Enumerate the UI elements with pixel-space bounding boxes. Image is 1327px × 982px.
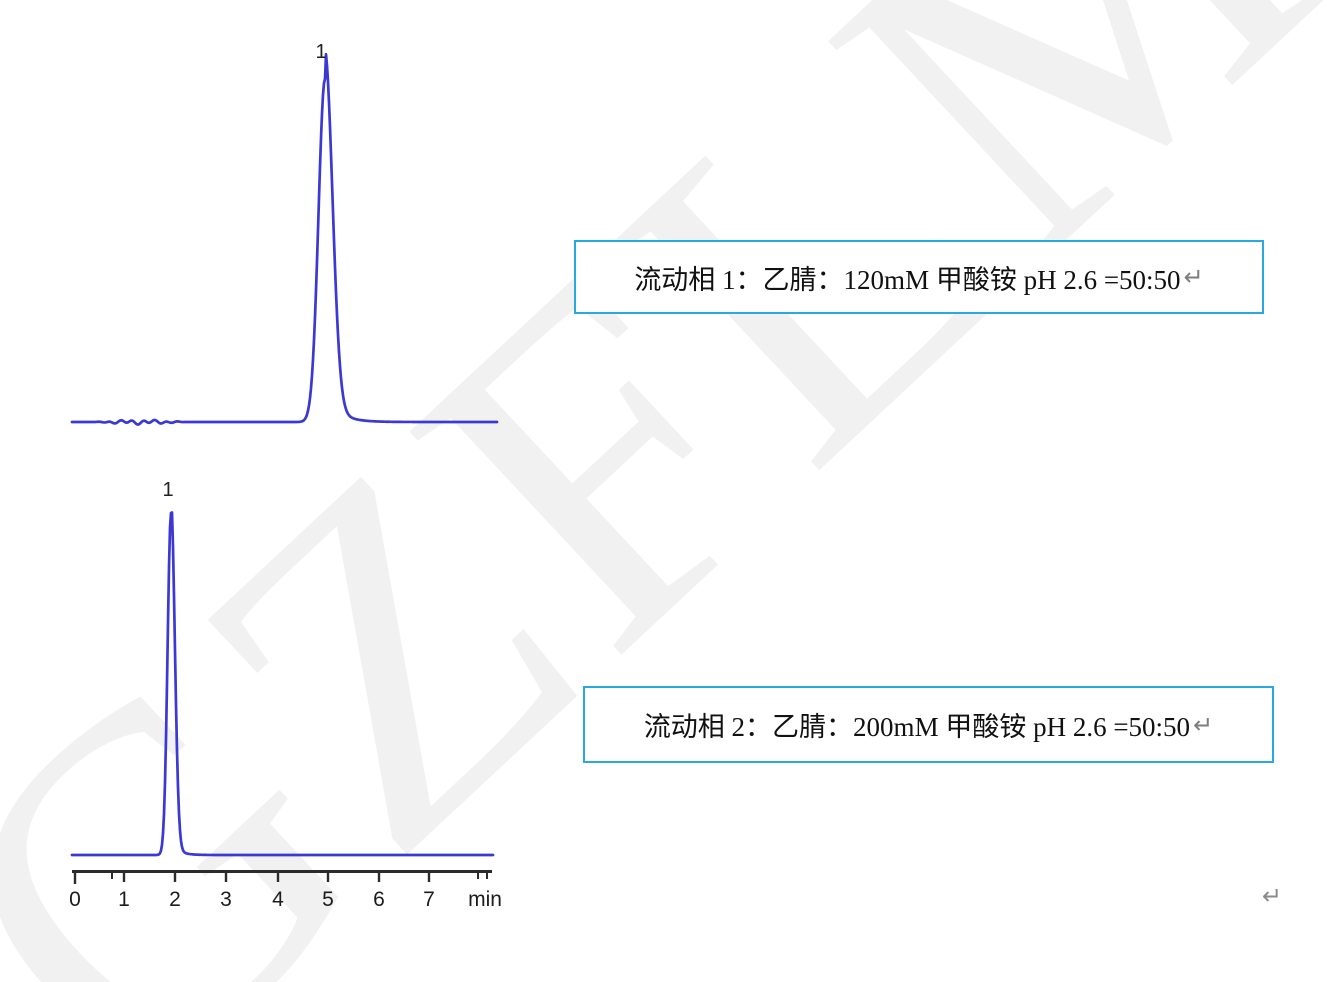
axis-tick bbox=[173, 873, 177, 882]
paragraph-return-icon: ↵ bbox=[1193, 710, 1214, 739]
axis-tick-label: 7 bbox=[423, 888, 435, 911]
axis-tick-label: 2 bbox=[169, 888, 181, 911]
mobile-phase-2-caption: 流动相 2：乙腈：200mM 甲酸铵 pH 2.6 =50:50 bbox=[643, 712, 1191, 742]
axis-minor-tick bbox=[486, 873, 488, 879]
axis-tick bbox=[224, 873, 228, 882]
axis-tick bbox=[377, 873, 381, 882]
axis-minor-tick bbox=[111, 873, 113, 879]
mobile-phase-1-caption-box: 流动相 1：乙腈：120mM 甲酸铵 pH 2.6 =50:50 ↵ bbox=[574, 240, 1264, 314]
chromatogram-mobile-phase-2-trace bbox=[70, 511, 495, 857]
axis-tick-label: 6 bbox=[373, 888, 385, 911]
chromatogram-mobile-phase-2-peak-label: 1 bbox=[162, 479, 173, 501]
axis-minor-tick bbox=[477, 873, 479, 879]
mobile-phase-2-caption-box: 流动相 2：乙腈：200mM 甲酸铵 pH 2.6 =50:50 ↵ bbox=[583, 686, 1274, 763]
chromatogram-mobile-phase-1-peak-label: 1 bbox=[315, 41, 326, 63]
chromatogram-mobile-phase-1-trace bbox=[70, 52, 499, 426]
paragraph-return-icon: ↵ bbox=[1262, 882, 1283, 910]
time-axis-line bbox=[72, 870, 492, 873]
axis-tick-label: 5 bbox=[322, 888, 334, 911]
mobile-phase-1-caption: 流动相 1：乙腈：120mM 甲酸铵 pH 2.6 =50:50 bbox=[634, 264, 1181, 295]
axis-tick-label: 4 bbox=[272, 888, 284, 911]
axis-tick-label: 3 bbox=[220, 888, 232, 911]
axis-unit-label: min bbox=[468, 888, 502, 911]
axis-tick-label: 0 bbox=[69, 888, 81, 911]
axis-tick bbox=[122, 873, 126, 882]
axis-tick bbox=[73, 873, 77, 884]
axis-tick bbox=[427, 873, 431, 882]
axis-tick bbox=[326, 873, 330, 882]
axis-tick bbox=[276, 873, 280, 882]
paragraph-return-icon: ↵ bbox=[1183, 263, 1204, 291]
axis-tick-label: 1 bbox=[118, 888, 130, 911]
